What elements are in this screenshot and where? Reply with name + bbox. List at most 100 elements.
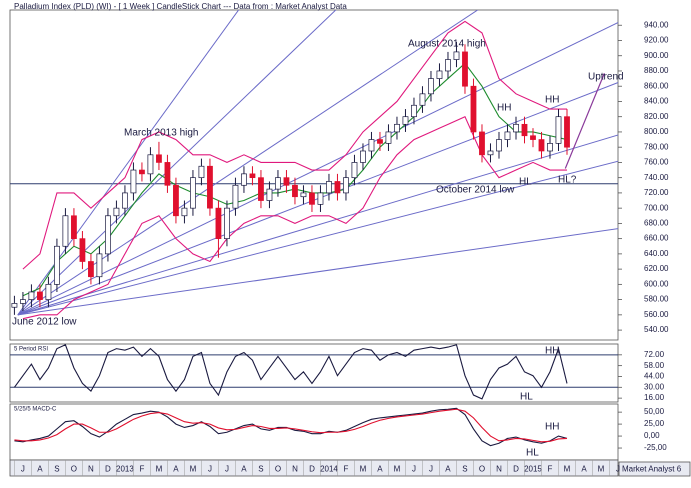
candle-body	[326, 181, 332, 194]
candle-body	[496, 139, 502, 152]
fan-line	[17, 160, 618, 316]
annotation: HL?	[558, 175, 577, 186]
candle-body	[147, 154, 154, 175]
y-tick-label: 720.00	[644, 188, 669, 197]
y-tick-label: 800.00	[644, 127, 669, 136]
candle-body	[96, 253, 103, 278]
fan-line	[17, 10, 337, 316]
y-tick-label: 680.00	[644, 219, 669, 228]
annotation: HL	[520, 392, 533, 403]
y-tick-label: 940.00	[644, 20, 669, 29]
annotation: HH	[545, 95, 559, 106]
x-tick-label: J	[412, 465, 416, 474]
fan-line	[17, 22, 618, 316]
candle-body	[249, 173, 256, 179]
candle-body	[428, 78, 434, 95]
panel-title: 5/25/5 MACD-C	[14, 407, 57, 413]
fan-line	[17, 10, 240, 316]
fan-line	[17, 10, 479, 316]
candle-body	[207, 165, 213, 209]
y-tick-label: 580.00	[644, 295, 669, 304]
x-tick-label: M	[360, 465, 367, 474]
candle-body	[309, 192, 315, 205]
x-tick-label: A	[377, 465, 383, 474]
x-tick-label: F	[139, 465, 144, 474]
candle-body	[394, 123, 400, 133]
bollinger-band	[22, 115, 567, 320]
x-tick-label: A	[173, 465, 179, 474]
candle-body	[385, 131, 392, 144]
y-tick-label: 25,00	[644, 419, 665, 428]
candle-body	[521, 123, 528, 137]
candle-body	[139, 169, 145, 175]
x-tick-label: D	[309, 465, 315, 474]
candle-body	[54, 245, 60, 285]
annotation: June 2012 low	[12, 317, 77, 328]
y-tick-label: 16.00	[644, 393, 665, 402]
y-tick-label: 820.00	[644, 112, 669, 121]
x-tick-label: J	[616, 465, 620, 474]
x-tick-label: S	[258, 465, 263, 474]
candle-body	[513, 123, 519, 133]
candle-body	[28, 291, 35, 300]
footer: Market Analyst 6	[622, 465, 682, 474]
y-tick-label: 72.00	[644, 350, 665, 359]
x-tick-label: O	[479, 465, 485, 474]
y-tick-label: 860.00	[644, 81, 669, 90]
candle-body	[130, 169, 137, 194]
fan-line	[17, 134, 618, 316]
panel-title: Palladium Index (PLD) (WI) - [ 1 Week ] …	[14, 2, 347, 11]
x-tick-label: M	[598, 465, 605, 474]
annotation: HL	[519, 177, 532, 188]
candle-body	[198, 165, 205, 179]
annotation: HL	[526, 448, 539, 459]
candle-body	[62, 215, 69, 247]
rsi-panel	[9, 343, 619, 403]
candle-body	[190, 177, 196, 209]
candle-body	[487, 150, 494, 156]
uptrend-line	[564, 73, 605, 169]
x-tick-label: S	[462, 465, 467, 474]
x-tick-label: D	[105, 465, 111, 474]
y-tick-label: 700.00	[644, 203, 669, 212]
x-tick-label: N	[292, 465, 298, 474]
candle-body	[283, 177, 290, 186]
x-tick-label: 2015	[524, 465, 542, 474]
y-tick-label: 620.00	[644, 264, 669, 273]
x-tick-label: M	[564, 465, 571, 474]
price-panel	[9, 9, 619, 341]
candle-body	[258, 177, 264, 201]
annotation: HH	[497, 103, 511, 114]
candle-body	[377, 139, 383, 144]
candle-body	[470, 85, 477, 133]
candle-body	[292, 184, 298, 198]
annotation: HH	[545, 422, 559, 433]
candle-body	[351, 162, 358, 179]
y-tick-label: 840.00	[644, 97, 669, 106]
x-tick-label: F	[344, 465, 349, 474]
panel-plot	[10, 344, 618, 400]
candle-body	[360, 150, 366, 163]
bollinger-band	[22, 20, 567, 270]
candle-body	[368, 139, 375, 152]
candle-body	[555, 116, 562, 144]
y-tick-label: 560.00	[644, 310, 669, 319]
candle-body	[79, 238, 86, 262]
candle-body	[37, 291, 43, 300]
y-tick-label: 900.00	[644, 51, 669, 60]
panel-plot	[14, 407, 568, 447]
y-tick-label: -25,00	[644, 443, 667, 452]
annotation: March 2013 high	[124, 128, 199, 139]
x-tick-label: J	[21, 465, 25, 474]
candle-body	[419, 93, 426, 106]
annotation: August 2014 high	[408, 39, 486, 50]
panel-plot	[10, 10, 618, 320]
candle-body	[530, 135, 536, 140]
x-tick-label: N	[88, 465, 94, 474]
x-tick-label: S	[54, 465, 59, 474]
x-tick-label: A	[581, 465, 587, 474]
candle-body	[504, 131, 511, 140]
fan-line	[17, 228, 618, 316]
y-tick-label: 600.00	[644, 279, 669, 288]
